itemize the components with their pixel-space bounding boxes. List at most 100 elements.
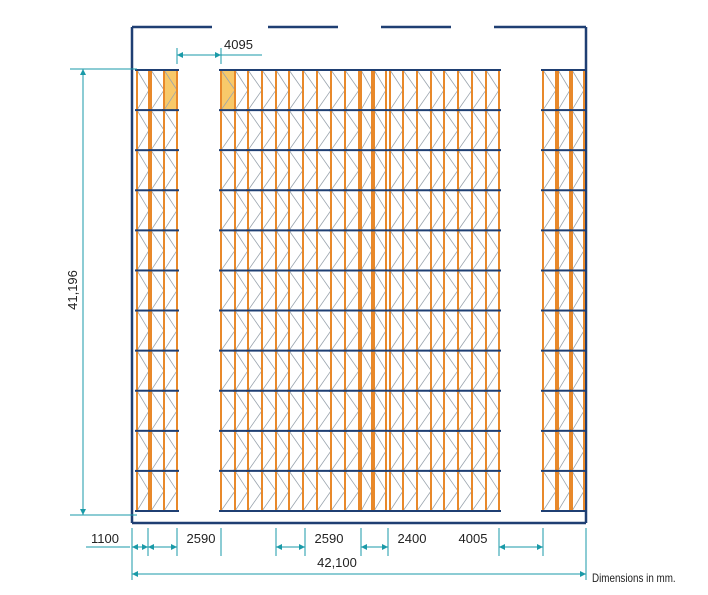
bracing [234,350,249,391]
dim-arrow [132,571,138,577]
bracing [275,109,290,151]
bracing [457,270,473,311]
bracing [220,270,236,311]
rack-bay [541,69,558,512]
bracing [316,350,332,391]
bracing [234,470,249,512]
bracing [247,270,263,311]
bracing [402,390,418,432]
bracing [360,470,373,512]
bracing [344,109,360,151]
bracing [302,310,318,351]
bracing [316,270,332,311]
dim-arrow [132,544,138,550]
dim-arrow [80,69,86,75]
bracing [288,190,304,231]
loading-zone [221,70,235,111]
bracing [542,69,557,111]
bracing [485,270,500,311]
bracing [430,470,445,512]
bracing [571,390,585,432]
bracing [430,350,445,391]
rack-bay [135,69,151,512]
bracing [542,190,557,231]
bracing [416,310,432,351]
bracing [275,190,290,231]
bracing [471,109,487,151]
bracing [416,270,432,311]
bracing [234,310,249,351]
bracing [163,109,178,151]
bracing [302,270,318,311]
bracing [163,270,178,311]
bracing [443,310,459,351]
bracing [416,109,432,151]
dim-arrow [142,544,148,550]
bracing [136,350,150,391]
dim-arrow [80,509,86,515]
bracing [275,310,290,351]
dim-aisle-3-label: 2400 [398,531,427,546]
dimension-lines [70,48,587,580]
bracing [373,230,387,271]
bracing [316,310,332,351]
bracing [557,149,571,191]
bracing [373,310,387,351]
bracing [302,390,318,432]
bracing [247,190,263,231]
units-note: Dimensions in mm. [592,571,676,585]
bracing [571,430,585,472]
bracing [542,430,557,472]
bracing [136,69,150,111]
bracing [234,69,249,111]
bracing [485,470,500,512]
bracing [416,390,432,432]
bracing [288,350,304,391]
bracing [275,230,290,271]
bracing [261,430,277,472]
bracing [389,230,404,271]
bracing [360,310,373,351]
bracing [457,470,473,512]
bracing [275,390,290,432]
dim-arrow [215,52,221,58]
dim-arrow [499,544,505,550]
bracing [373,430,387,472]
bracing [220,470,236,512]
bracing [150,350,165,391]
dim-total-depth-label: 41,196 [65,270,80,310]
bracing [302,69,318,111]
bracing [150,149,165,191]
bracing [288,270,304,311]
bracing [136,470,150,512]
bracing [150,310,165,351]
bracing [234,270,249,311]
bracing [471,430,487,472]
bracing [150,190,165,231]
bracing [443,390,459,432]
bracing [330,69,346,111]
bracing [360,350,373,391]
bracing [163,190,178,231]
bracing [430,310,445,351]
bracing [416,69,432,111]
bracing [360,390,373,432]
bracing [330,149,346,191]
bracing [261,69,277,111]
bracing [302,350,318,391]
bracing [542,470,557,512]
loading-zone [164,70,177,111]
bracing [389,350,404,391]
bracing [360,430,373,472]
bracing [275,470,290,512]
bracing [150,270,165,311]
bracing [471,69,487,111]
bracing [571,149,585,191]
bracing [261,270,277,311]
bracing [316,390,332,432]
bracing [344,190,360,231]
bracing [557,69,571,111]
bracing [360,270,373,311]
bracing [430,69,445,111]
bracing [430,430,445,472]
